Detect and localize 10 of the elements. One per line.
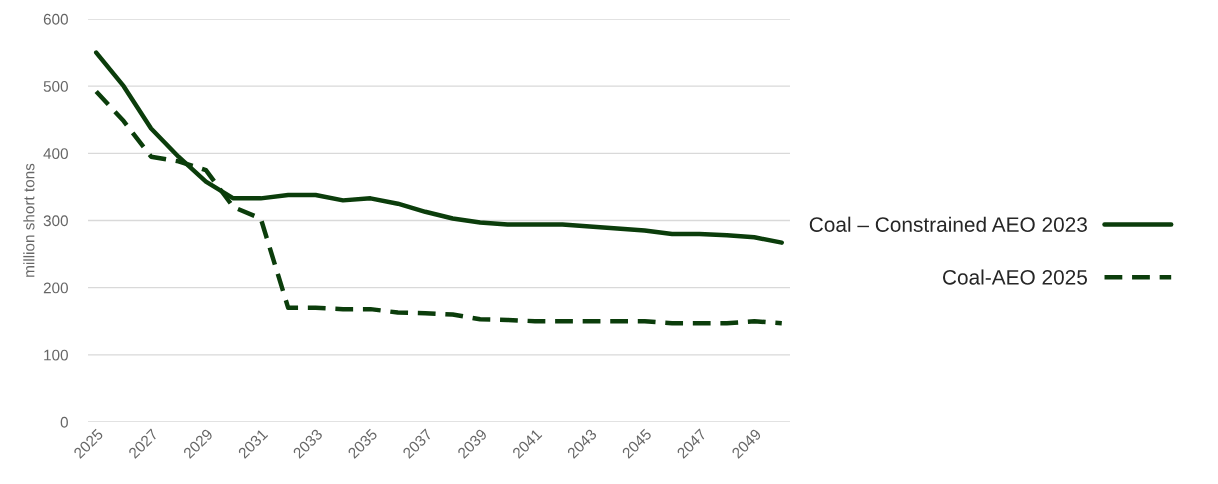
y-tick-label: 200 — [43, 282, 68, 294]
legend-label: Coal-AEO 2025 — [943, 269, 1087, 285]
y-tick-label: 100 — [44, 349, 68, 361]
y-tick-label: 0 — [60, 416, 68, 428]
y-tick-label: 300 — [43, 215, 68, 227]
y-tick-label: 500 — [43, 81, 68, 92]
y-tick-label: 600 — [43, 13, 68, 25]
y-axis-title: million short tons — [23, 163, 35, 277]
y-tick-label: 400 — [43, 148, 68, 160]
legend-label: Coal – Constrained AEO 2023 — [809, 216, 1087, 232]
